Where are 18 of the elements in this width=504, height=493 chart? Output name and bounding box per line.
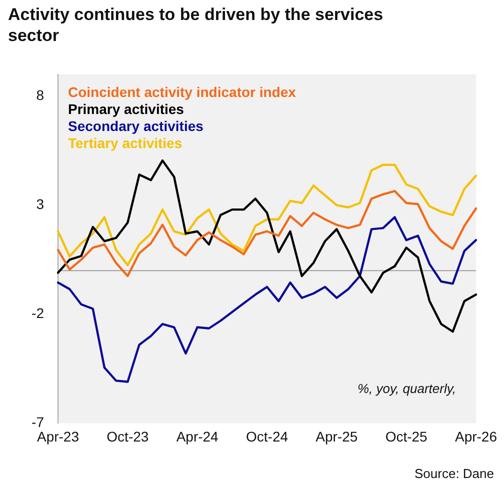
text: Secondary activities (68, 118, 204, 136)
text: Primary activities (68, 101, 185, 118)
y-tick-label: -2 (32, 305, 44, 322)
y-tick-label: 8 (36, 87, 44, 104)
x-tick-label: Apr-25 (316, 428, 358, 444)
source-note: Source: Dane (414, 466, 494, 481)
x-tick-label: Oct-24 (246, 428, 288, 444)
x-tick-label: Apr-23 (36, 428, 80, 444)
chart-title: Activity continues to be driven by the services sector (8, 4, 384, 46)
x-tick-label: Oct-25 (385, 428, 428, 444)
text: Coincident activity indicator index (68, 84, 296, 102)
x-tick-label: Apr-26 (454, 428, 498, 444)
y-tick-label: 3 (36, 196, 44, 212)
annotation: %, yoy, quarterly, (358, 381, 456, 396)
x-tick-label: Apr-24 (176, 428, 219, 444)
y-tick-label: -7 (32, 414, 44, 430)
text: Tertiary activities (68, 135, 184, 152)
x-tick-label: Oct-23 (106, 428, 149, 444)
